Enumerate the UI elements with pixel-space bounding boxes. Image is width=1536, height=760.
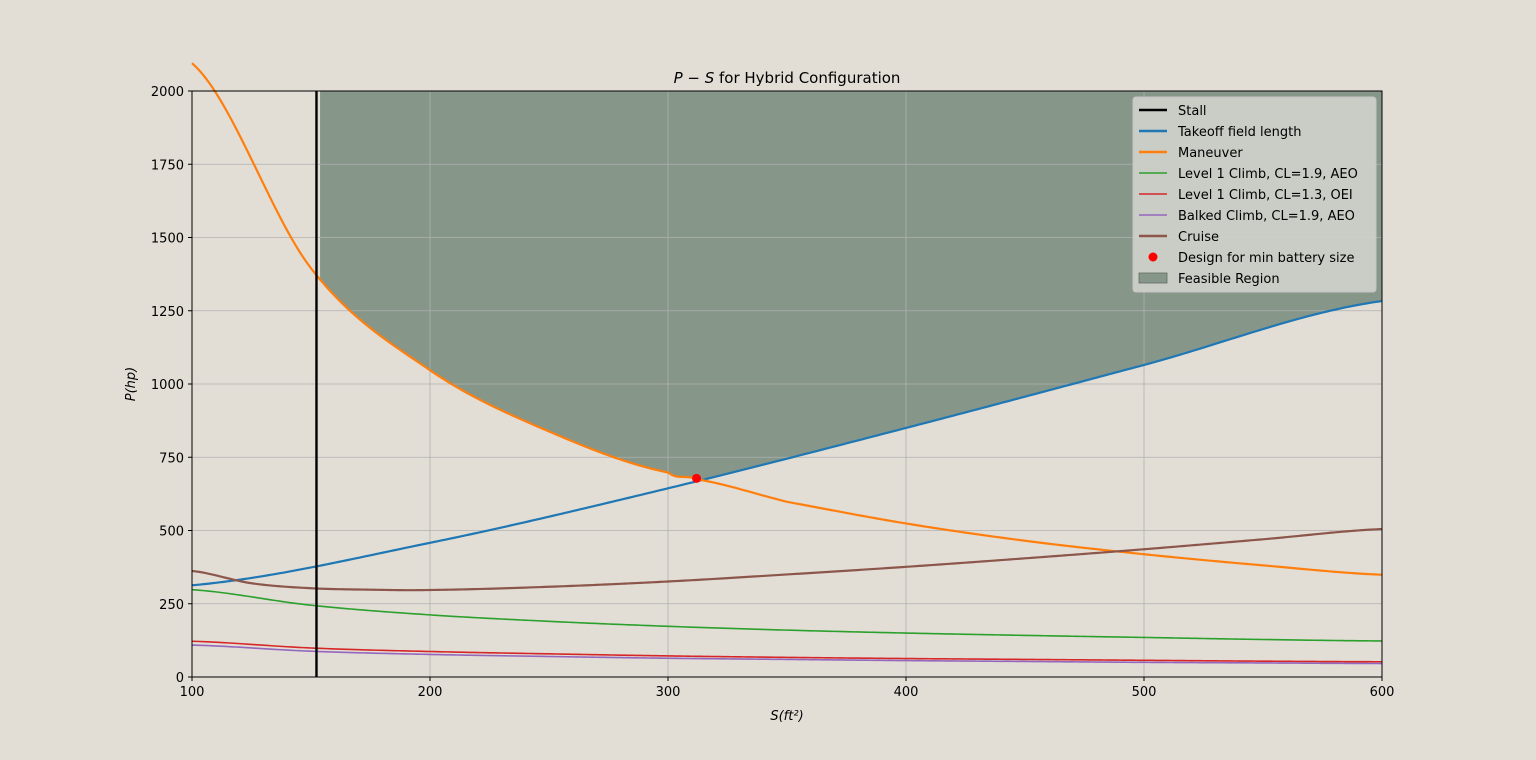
y-tick-label: 2000	[151, 85, 184, 100]
x-tick-label: 600	[1370, 685, 1395, 700]
x-tick-label: 100	[180, 685, 205, 700]
series-line-balked-climb-cl-1-9-aeo	[191, 644, 1383, 665]
feasible-region-area	[320, 91, 1382, 480]
legend: Stall Takeoff field length Maneuver Level 1…	[1132, 96, 1377, 293]
y-tick-label: 1250	[151, 305, 184, 320]
y-tick-label: 750	[159, 451, 184, 466]
chart-title-math: P − S	[674, 69, 715, 87]
series-layer	[191, 62, 1383, 677]
series-line-level-1-climb-cl-1-3-oei	[191, 640, 1383, 663]
series-line-level-1-climb-cl-1-9-aeo	[191, 588, 1383, 642]
series-line-takeoff-field-length	[191, 299, 1383, 587]
legend-label: Takeoff field length	[1177, 125, 1301, 140]
legend-label: Balked Climb, CL=1.9, AEO	[1178, 209, 1355, 224]
legend-label: Design for min battery size	[1178, 251, 1354, 266]
y-tick-label: 1500	[151, 232, 184, 247]
legend-label: Stall	[1178, 104, 1207, 119]
y-tick-label: 500	[159, 525, 184, 540]
x-tick-label: 200	[418, 685, 443, 700]
legend-box	[1132, 96, 1377, 293]
legend-swatch	[1138, 272, 1168, 284]
series-line-maneuver	[191, 62, 1383, 576]
y-axis-title: P(hp)	[124, 367, 139, 401]
y-tick-label: 0	[176, 671, 184, 686]
y-tick-label: 250	[159, 598, 184, 613]
chart-title: P − S for Hybrid Configuration	[674, 69, 901, 87]
x-tick-label: 300	[656, 685, 681, 700]
feasible-region-layer	[320, 91, 1382, 480]
legend-label: Maneuver	[1178, 146, 1243, 161]
x-tick-label: 400	[894, 685, 919, 700]
legend-marker	[1148, 252, 1158, 262]
axes-layer: 100 200 300 400 500 600 0 250 500 750 1000 1250 1500…	[151, 85, 1395, 700]
legend-label: Feasible Region	[1178, 272, 1280, 287]
x-axis-title: S(ft²)	[770, 709, 803, 724]
legend-label: Level 1 Climb, CL=1.9, AEO	[1178, 167, 1358, 182]
legend-label: Level 1 Climb, CL=1.3, OEI	[1178, 188, 1353, 203]
y-tick-label: 1000	[151, 378, 184, 393]
design-point-marker	[692, 473, 702, 483]
series-line-cruise	[191, 527, 1383, 592]
chart-title-text: for Hybrid Configuration	[714, 69, 900, 87]
y-tick-label: 1750	[151, 158, 184, 173]
x-tick-label: 500	[1132, 685, 1157, 700]
legend-label: Cruise	[1178, 230, 1219, 245]
